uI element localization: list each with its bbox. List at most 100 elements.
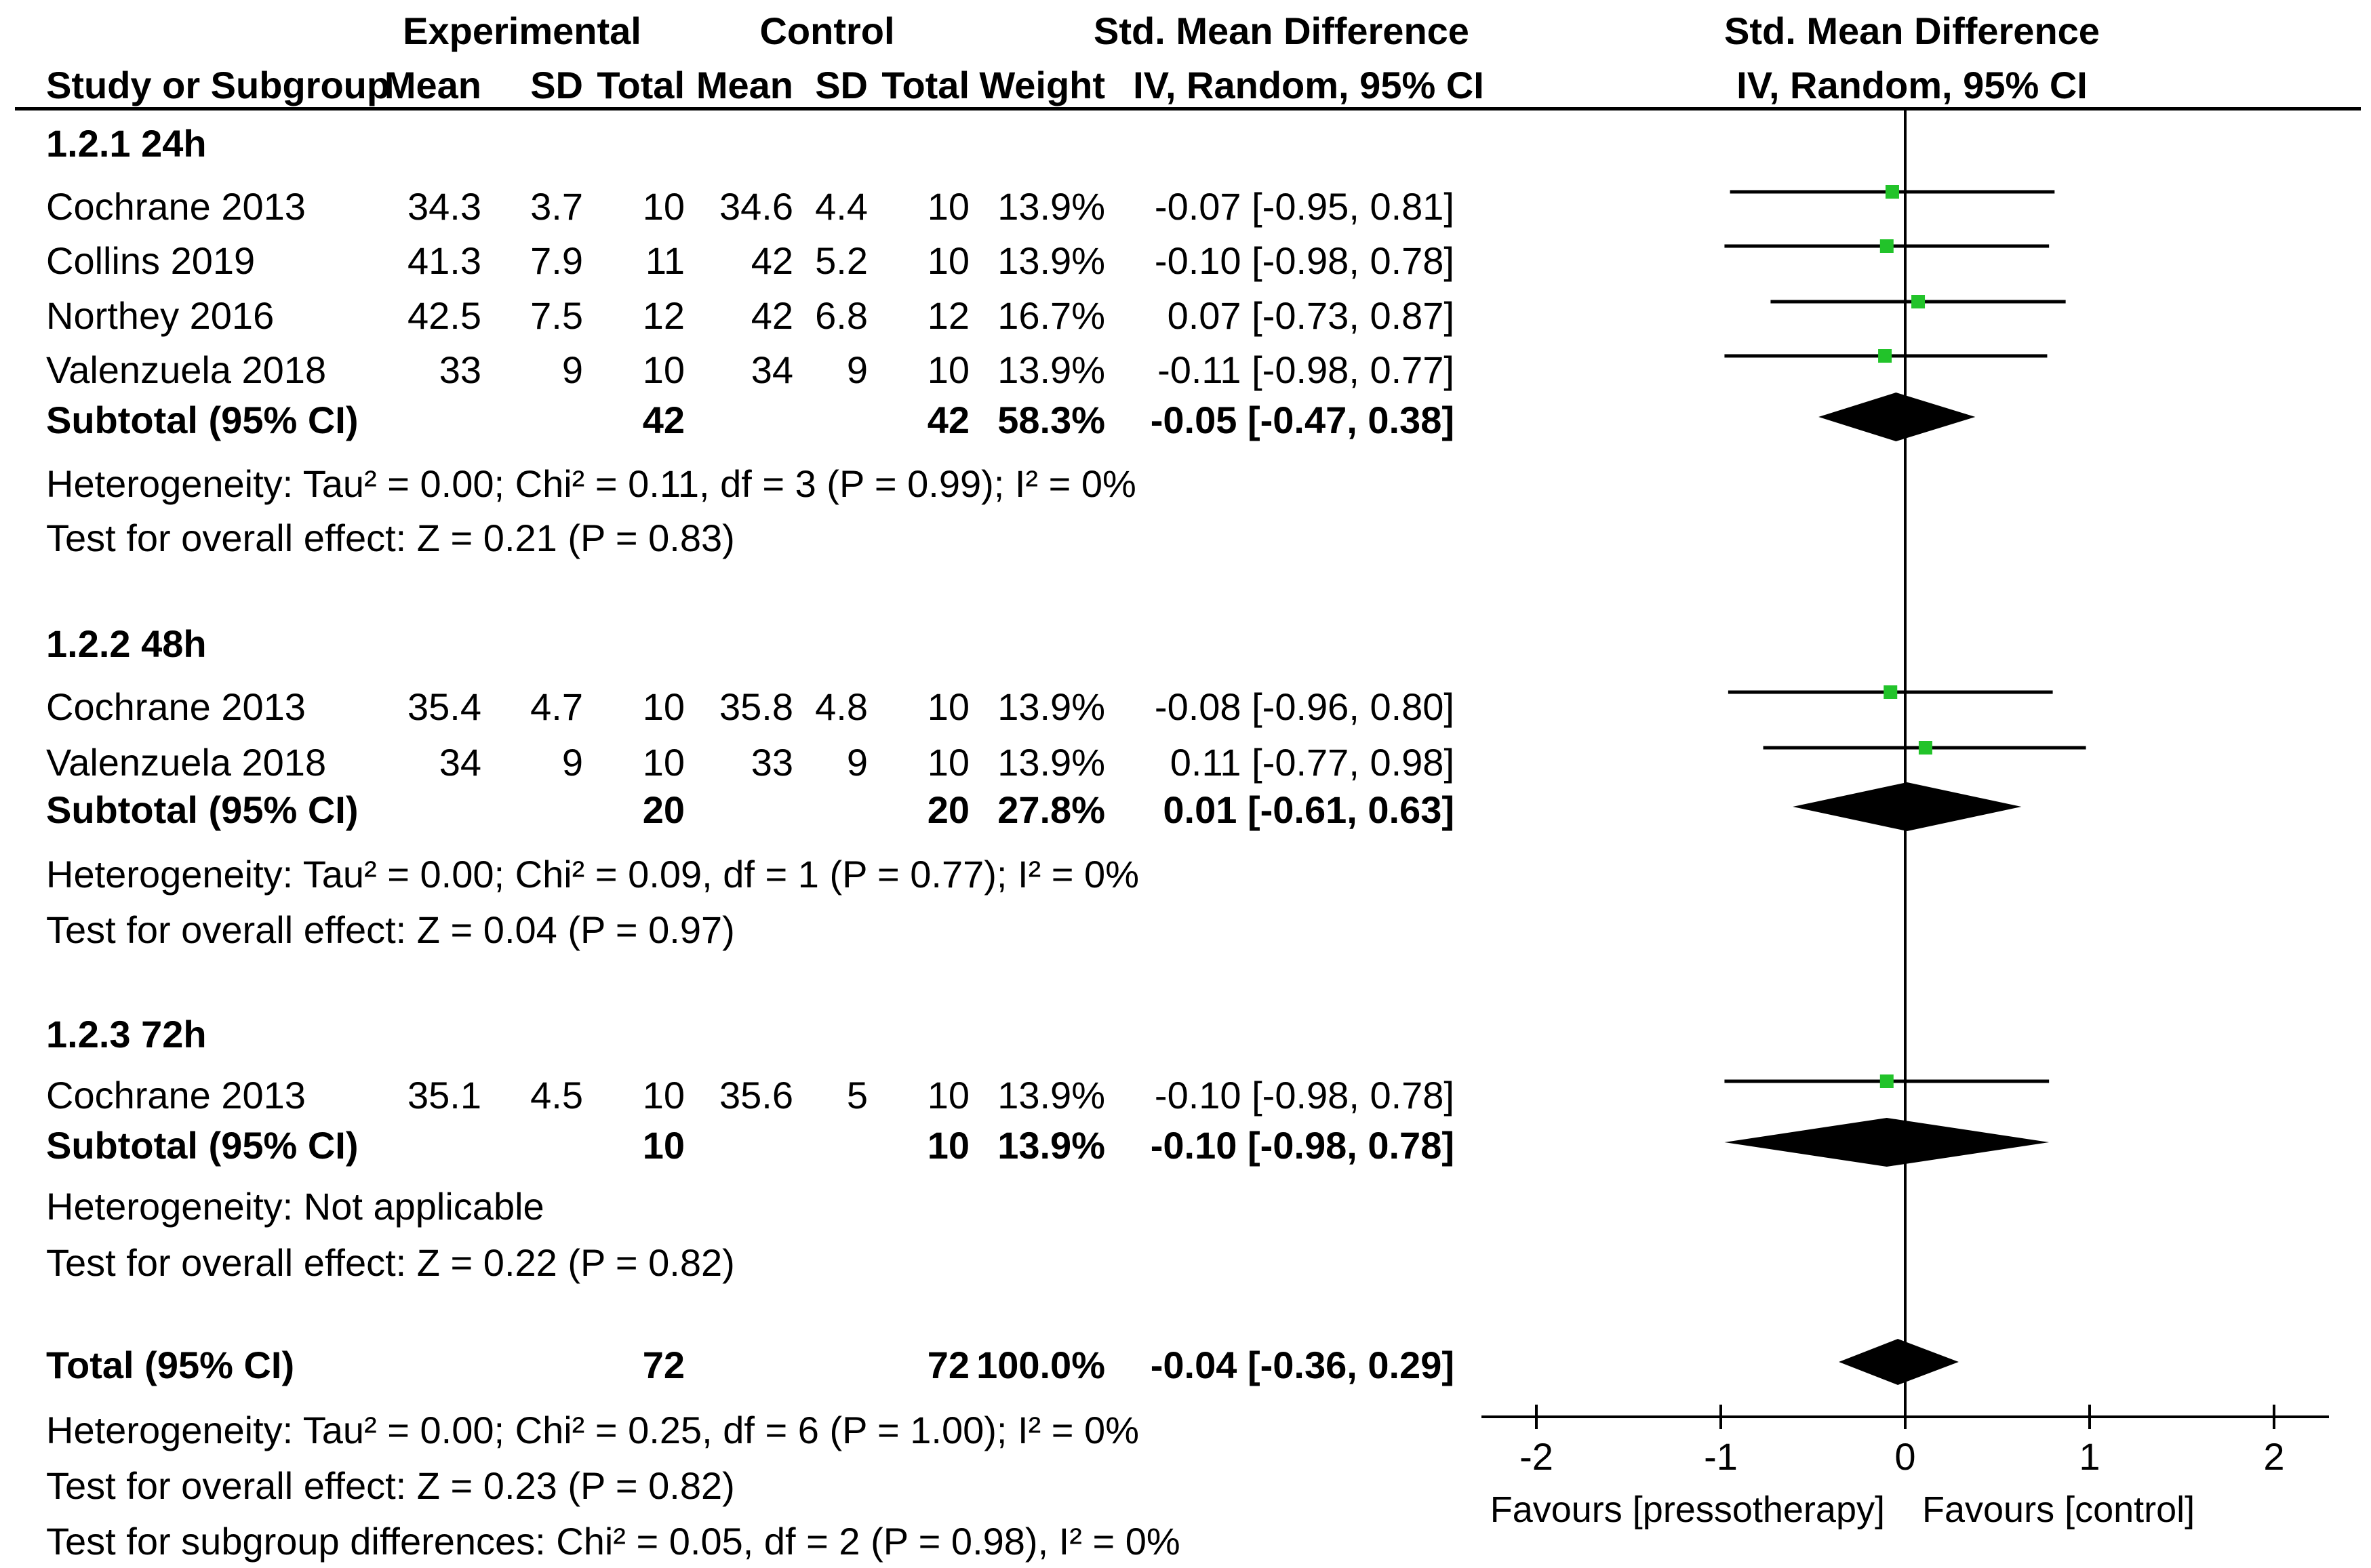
- heterogeneity-text: Heterogeneity: Tau² = 0.00; Chi² = 0.11,…: [46, 462, 1136, 505]
- ctl-total-header: Total: [881, 64, 970, 106]
- weight: 13.9%: [997, 1074, 1105, 1117]
- smd-ci: -0.08 [-0.96, 0.80]: [1154, 685, 1454, 728]
- exp-mean: 34.3: [407, 185, 481, 228]
- subtotal-ctl-total: 42: [927, 399, 970, 441]
- smd-ci: -0.07 [-0.95, 0.81]: [1154, 185, 1454, 228]
- smd-ci: 0.11 [-0.77, 0.98]: [1170, 741, 1454, 784]
- exp-sd: 9: [561, 741, 583, 784]
- exp-mean: 33: [439, 348, 481, 391]
- exp-total-header: Total: [597, 64, 685, 106]
- exp-sd: 3.7: [530, 185, 583, 228]
- ctl-total: 10: [927, 348, 970, 391]
- weight: 13.9%: [997, 239, 1105, 282]
- subtotal-label: Subtotal (95% CI): [46, 1124, 359, 1167]
- exp-mean: 35.4: [407, 685, 481, 728]
- study-point-marker: [1879, 1074, 1894, 1088]
- exp-total: 11: [645, 239, 685, 282]
- group-title-48h: 1.2.2 48h: [46, 622, 207, 665]
- exp-mean-header: Mean: [384, 64, 481, 106]
- subtotal-exp-total: 10: [642, 1124, 685, 1167]
- ctl-sd: 9: [846, 348, 868, 391]
- total-weight: 100.0%: [976, 1344, 1105, 1386]
- x-tick-label: -2: [1519, 1435, 1553, 1478]
- ctl-sd: 5.2: [815, 239, 868, 282]
- ctl-total: 12: [927, 294, 970, 337]
- experimental-header: Experimental: [403, 9, 641, 52]
- ctl-sd: 4.8: [815, 685, 868, 728]
- ctl-total: 10: [927, 185, 970, 228]
- exp-sd: 4.5: [530, 1074, 583, 1117]
- smd-plot-subheader: IV, Random, 95% CI: [1736, 64, 2088, 106]
- weight: 13.9%: [997, 348, 1105, 391]
- ctl-sd: 4.4: [815, 185, 868, 228]
- smd-ci: -0.10 [-0.98, 0.78]: [1154, 1074, 1454, 1117]
- group-title-24h: 1.2.1 24h: [46, 122, 207, 165]
- heterogeneity-text: Heterogeneity: Not applicable: [46, 1185, 544, 1228]
- smd-column-header: Std. Mean Difference: [1094, 9, 1469, 52]
- overall-effect-text: Test for overall effect: Z = 0.04 (P = 0…: [46, 908, 735, 951]
- weight: 13.9%: [997, 185, 1105, 228]
- smd-plot-header: Std. Mean Difference: [1724, 9, 2100, 52]
- subtotal-ci: -0.05 [-0.47, 0.38]: [1150, 399, 1454, 441]
- favours-right-label: Favours [control]: [1922, 1489, 2195, 1530]
- ctl-sd: 9: [846, 741, 868, 784]
- exp-total: 10: [642, 685, 685, 728]
- total-overall-effect-text: Test for overall effect: Z = 0.23 (P = 0…: [46, 1464, 735, 1507]
- total-ci: -0.04 [-0.36, 0.29]: [1150, 1344, 1454, 1386]
- subtotal-ci: 0.01 [-0.61, 0.63]: [1163, 788, 1454, 831]
- study-name: Collins 2019: [46, 239, 256, 282]
- exp-total: 10: [642, 1074, 685, 1117]
- ctl-total: 10: [927, 741, 970, 784]
- study-point-marker: [1911, 295, 1926, 308]
- smd-ci: -0.10 [-0.98, 0.78]: [1154, 239, 1454, 282]
- ctl-mean: 35.6: [719, 1074, 793, 1117]
- overall-effect-text: Test for overall effect: Z = 0.22 (P = 0…: [46, 1241, 735, 1284]
- exp-mean: 35.1: [407, 1074, 481, 1117]
- heterogeneity-text: Heterogeneity: Tau² = 0.00; Chi² = 0.09,…: [46, 853, 1139, 896]
- ctl-mean: 34: [751, 348, 793, 391]
- study-name: Cochrane 2013: [46, 685, 306, 728]
- exp-mean: 41.3: [407, 239, 481, 282]
- study-name: Cochrane 2013: [46, 185, 306, 228]
- subtotal-diamond: [1818, 393, 1976, 441]
- study-point-marker: [1884, 685, 1898, 699]
- study-name: Northey 2016: [46, 294, 275, 337]
- study-name: Valenzuela 2018: [46, 741, 327, 784]
- exp-sd: 7.5: [530, 294, 583, 337]
- weight: 13.9%: [997, 685, 1105, 728]
- study-point-marker: [1879, 239, 1894, 253]
- study-name: Valenzuela 2018: [46, 348, 327, 391]
- subtotal-weight: 58.3%: [997, 399, 1105, 441]
- weight: 13.9%: [997, 741, 1105, 784]
- exp-mean: 42.5: [407, 294, 481, 337]
- group-title-72h: 1.2.3 72h: [46, 1013, 207, 1056]
- ctl-mean: 42: [751, 239, 793, 282]
- smd-ci: -0.11 [-0.98, 0.77]: [1157, 348, 1454, 391]
- exp-total: 10: [642, 741, 685, 784]
- exp-total: 12: [642, 294, 685, 337]
- overall-diamond: [1839, 1339, 1959, 1385]
- overall-effect-text: Test for overall effect: Z = 0.21 (P = 0…: [46, 517, 735, 559]
- x-tick-label: 2: [2263, 1435, 2284, 1478]
- exp-mean: 34: [439, 741, 481, 784]
- study-name: Cochrane 2013: [46, 1074, 306, 1117]
- smd-column-subheader: IV, Random, 95% CI: [1133, 64, 1484, 106]
- study-point-marker: [1918, 741, 1932, 755]
- smd-ci: 0.07 [-0.73, 0.87]: [1167, 294, 1454, 337]
- ctl-total: 10: [927, 239, 970, 282]
- ctl-mean: 33: [751, 741, 793, 784]
- favours-left-label: Favours [pressotherapy]: [1490, 1489, 1885, 1530]
- subtotal-ci: -0.10 [-0.98, 0.78]: [1150, 1124, 1454, 1167]
- exp-total: 10: [642, 348, 685, 391]
- ctl-sd-header: SD: [815, 64, 868, 106]
- x-tick-label: 1: [2079, 1435, 2100, 1478]
- ctl-total: 10: [927, 685, 970, 728]
- total-exp-total: 72: [642, 1344, 685, 1386]
- ctl-sd: 5: [846, 1074, 868, 1117]
- study-point-marker: [1878, 349, 1892, 363]
- subtotal-exp-total: 42: [642, 399, 685, 441]
- subtotal-ctl-total: 10: [927, 1124, 970, 1167]
- x-tick-label: -1: [1704, 1435, 1738, 1478]
- subtotal-diamond: [1793, 782, 2022, 831]
